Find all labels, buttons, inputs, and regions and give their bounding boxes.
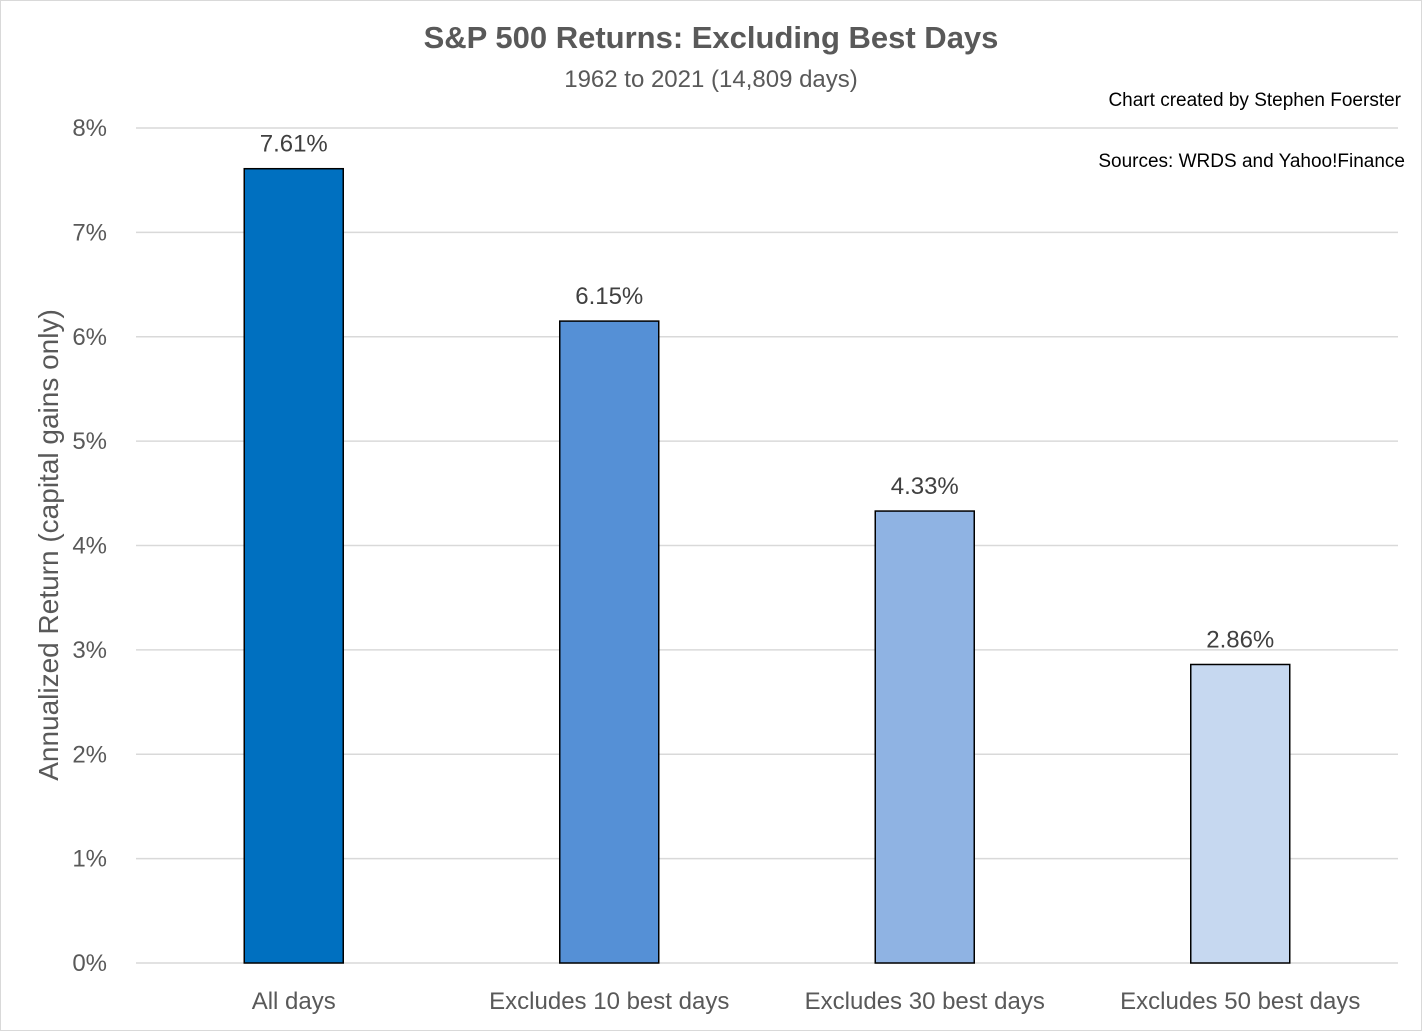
chart-title: S&P 500 Returns: Excluding Best Days <box>423 20 999 55</box>
bar-data-label: 4.33% <box>891 473 959 500</box>
bar-data-label: 6.15% <box>575 283 643 310</box>
credit-note: Chart created by Stephen Foerster <box>1108 90 1401 111</box>
chart-subtitle: 1962 to 2021 (14,809 days) <box>564 66 858 93</box>
y-tick-label: 2% <box>72 741 107 768</box>
y-axis-ticks: 0% 1% 2% 3% 4% 5% 6% 7% 8% <box>72 115 107 977</box>
bar <box>874 510 975 964</box>
gridlines <box>136 127 1398 964</box>
y-tick-label: 8% <box>72 115 107 142</box>
y-tick-label: 7% <box>72 219 107 246</box>
bar-data-label: 2.86% <box>1206 626 1274 653</box>
bar-data-label: 7.61% <box>260 131 328 158</box>
y-tick-label: 3% <box>72 637 107 664</box>
bar <box>243 167 344 964</box>
x-category-label: All days <box>252 988 336 1015</box>
x-category-label: Excludes 50 best days <box>1120 988 1360 1015</box>
y-tick-label: 6% <box>72 324 107 351</box>
x-category-label: Excludes 30 best days <box>805 988 1045 1015</box>
y-axis-label: Annualized Return (capital gains only) <box>33 309 64 781</box>
y-tick-label: 0% <box>72 950 107 977</box>
x-category-label: Excludes 10 best days <box>489 988 729 1015</box>
y-tick-label: 4% <box>72 533 107 560</box>
sources-note: Sources: WRDS and Yahoo!Finance <box>1098 151 1405 172</box>
bars <box>243 167 1291 964</box>
x-axis-categories: All days Excludes 10 best days Excludes 30… <box>252 988 1361 1015</box>
y-tick-label: 5% <box>72 428 107 455</box>
y-tick-label: 1% <box>72 846 107 873</box>
bar <box>559 320 660 964</box>
bar <box>1190 663 1291 964</box>
data-labels: 7.61% 6.15% 4.33% 2.86% <box>260 131 1275 654</box>
